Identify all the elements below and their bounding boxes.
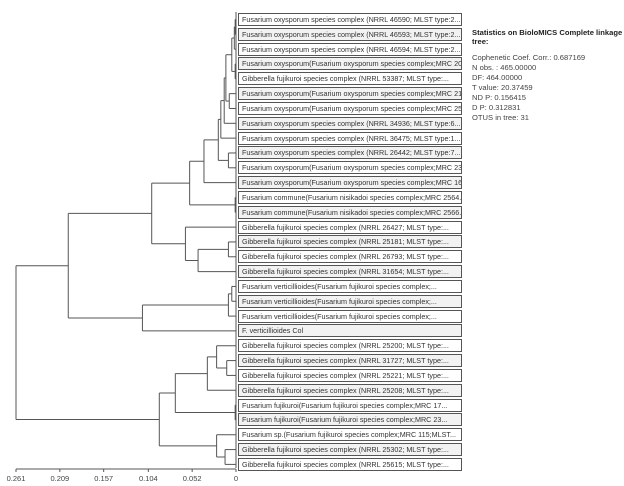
statistics-panel: Statistics on BioloMICS Complete linkage… <box>472 28 624 123</box>
leaf-label[interactable]: Fusarium commune(Fusarium nisikadoi spec… <box>238 205 462 219</box>
leaf-label[interactable]: Fusarium oxysporum(Fusarium oxysporum sp… <box>238 161 462 175</box>
axis-tick-label: 0.157 <box>94 474 114 483</box>
leaf-label[interactable]: Fusarium fujikuroi(Fusarium fujikuroi sp… <box>238 413 462 427</box>
leaf-label[interactable]: Gibberella fujikuroi species complex (NR… <box>238 220 462 234</box>
leaf-label[interactable]: Fusarium oxysporum species complex (NRRL… <box>238 116 462 130</box>
leaf-label[interactable]: Fusarium oxysporum species complex (NRRL… <box>238 146 462 160</box>
leaf-label[interactable]: Fusarium oxysporum species complex (NRRL… <box>238 42 462 56</box>
leaf-label[interactable]: Fusarium oxysporum(Fusarium oxysporum sp… <box>238 176 462 190</box>
leaf-label[interactable]: Gibberella fujikuroi species complex (NR… <box>238 339 462 353</box>
leaf-label[interactable]: Gibberella fujikuroi species complex (NR… <box>238 443 462 457</box>
stat-cophenetic: Cophenetic Coef. Corr.: 0.687169 <box>472 53 586 62</box>
stat-t-value: T value: 20.37459 <box>472 83 533 92</box>
leaf-label[interactable]: Gibberella fujikuroi species complex (NR… <box>238 368 462 382</box>
leaf-label[interactable]: Fusarium oxysporum species complex (NRRL… <box>238 131 462 145</box>
leaf-label[interactable]: Fusarium commune(Fusarium nisikadoi spec… <box>238 190 462 204</box>
leaf-label[interactable]: Gibberella fujikuroi species complex (NR… <box>238 265 462 279</box>
stat-df: DF: 464.00000 <box>472 73 523 82</box>
axis-tick-label: 0.052 <box>182 474 202 483</box>
stat-nd-p: ND P: 0.156415 <box>472 93 527 102</box>
leaf-label[interactable]: Gibberella fujikuroi species complex (NR… <box>238 457 462 471</box>
leaf-label[interactable]: Fusarium verticillioides(Fusarium fujiku… <box>238 294 462 308</box>
leaf-label[interactable]: F. verticillioides Col <box>238 324 462 338</box>
axis-tick-label: 0 <box>233 474 239 483</box>
axis-tick-label: 0.261 <box>6 474 26 483</box>
leaf-label[interactable]: Fusarium oxysporum species complex (NRRL… <box>238 27 462 41</box>
leaf-label[interactable]: Fusarium sp.(Fusarium fujikuroi species … <box>238 428 462 442</box>
leaf-label[interactable]: Fusarium verticillioides(Fusarium fujiku… <box>238 279 462 293</box>
leaf-label[interactable]: Fusarium oxysporum species complex (NRRL… <box>238 13 462 26</box>
leaf-label[interactable]: Gibberella fujikuroi species complex (NR… <box>238 72 462 86</box>
leaf-label[interactable]: Fusarium oxysporum(Fusarium oxysporum sp… <box>238 101 462 115</box>
leaf-label[interactable]: Gibberella fujikuroi species complex (NR… <box>238 235 462 249</box>
stat-otus: OTUS in tree: 31 <box>472 113 529 122</box>
axis-tick-label: 0.104 <box>138 474 158 483</box>
statistics-title: Statistics on BioloMICS Complete linkage… <box>472 28 623 46</box>
leaf-label[interactable]: Fusarium fujikuroi(Fusarium fujikuroi sp… <box>238 398 462 412</box>
leaf-label[interactable]: Fusarium oxysporum(Fusarium oxysporum sp… <box>238 57 462 71</box>
leaf-label[interactable]: Gibberella fujikuroi species complex (NR… <box>238 250 462 264</box>
axis-tick-label: 0.209 <box>50 474 70 483</box>
leaf-label[interactable]: Fusarium oxysporum(Fusarium oxysporum sp… <box>238 87 462 101</box>
leaf-label[interactable]: Gibberella fujikuroi species complex (NR… <box>238 383 462 397</box>
stat-d-p: D P: 0.312831 <box>472 103 521 112</box>
leaf-label[interactable]: Fusarium verticillioides(Fusarium fujiku… <box>238 309 462 323</box>
stat-n-obs: N obs. : 465.00000 <box>472 63 537 72</box>
leaf-label[interactable]: Gibberella fujikuroi species complex (NR… <box>238 354 462 368</box>
